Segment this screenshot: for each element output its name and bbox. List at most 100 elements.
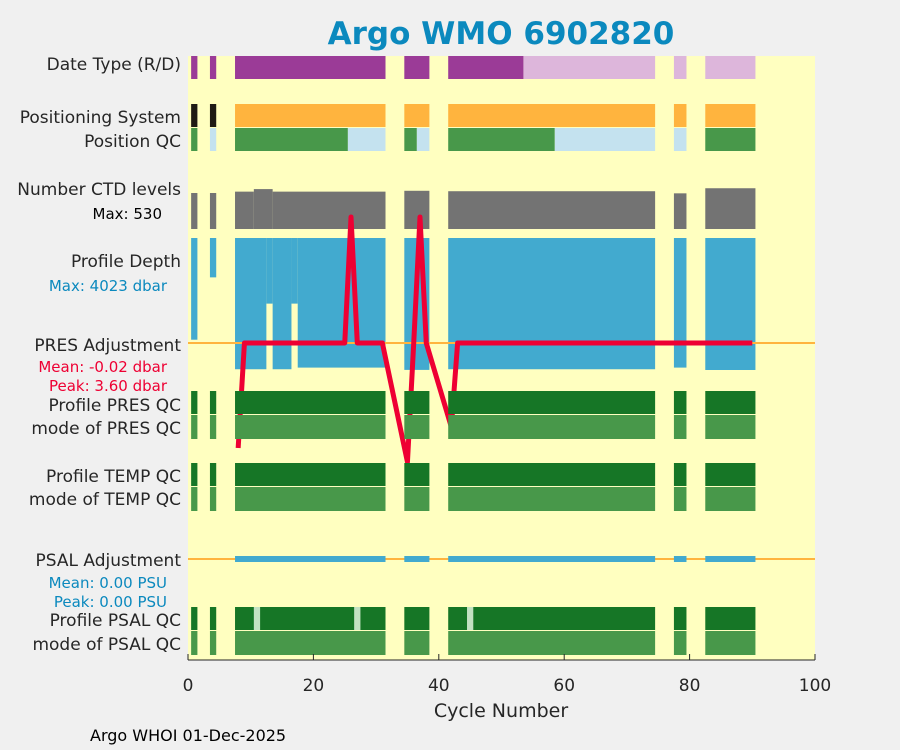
row-label-mode-pres-qc: mode of PRES QC	[31, 419, 181, 439]
x-tick-label: 40	[428, 676, 450, 696]
x-tick-label: 60	[553, 676, 575, 696]
mode-pres-qc-bar	[404, 415, 430, 439]
date-type-bar	[448, 56, 524, 79]
x-tick-label: 0	[183, 676, 194, 696]
position-qc-bar	[554, 128, 656, 151]
mode-pres-qc-bar	[209, 415, 217, 439]
profile-depth-bar	[266, 238, 273, 304]
profile-psal-qc-bar	[235, 607, 386, 630]
position-qc-bar	[191, 128, 198, 151]
row-label-ctd-levels: Number CTD levels	[17, 180, 181, 200]
positioning-system-bar	[209, 104, 217, 127]
profile-temp-qc-bar	[448, 463, 656, 486]
profile-psal-qc-bar	[404, 607, 430, 630]
psal-adjustment-bar	[705, 556, 756, 562]
positioning-system-bar	[235, 104, 386, 127]
footer-text: Argo WHOI 01-Dec-2025	[90, 726, 286, 745]
psal-adjustment-bar	[235, 556, 386, 562]
mode-psal-qc-bar	[209, 631, 217, 655]
psal-adjustment-bar	[673, 556, 687, 562]
position-qc-bar	[448, 128, 555, 151]
profile-psal-qc-bar	[191, 607, 198, 630]
mode-pres-qc-bar	[448, 415, 656, 439]
mode-temp-qc-bar	[448, 487, 656, 511]
position-qc-bar	[347, 128, 386, 151]
mode-temp-qc-bar	[705, 487, 756, 511]
profile-depth-bar	[673, 238, 687, 368]
psal-qc-flag-bar	[253, 607, 261, 630]
mode-pres-qc-bar	[673, 415, 687, 439]
mode-pres-qc-bar	[191, 415, 198, 439]
date-type-bar	[191, 56, 198, 79]
ctd-levels-bar	[404, 190, 430, 229]
position-qc-bar	[404, 128, 417, 151]
annotation-depth-max: Max: 4023 dbar	[49, 277, 168, 295]
mode-psal-qc-bar	[404, 631, 430, 655]
positioning-system-bar	[448, 104, 656, 127]
profile-depth-bar	[297, 238, 386, 368]
position-qc-bar	[235, 128, 348, 151]
mode-psal-qc-bar	[191, 631, 198, 655]
psal-adjustment-bar	[448, 556, 656, 562]
row-label-profile-pres-qc: Profile PRES QC	[48, 396, 181, 416]
chart-title: Argo WMO 6902820	[328, 16, 675, 52]
mode-psal-qc-bar	[448, 631, 656, 655]
profile-pres-qc-bar	[235, 391, 386, 414]
profile-psal-qc-bar	[673, 607, 687, 630]
date-type-bar	[209, 56, 217, 79]
mode-psal-qc-bar	[235, 631, 386, 655]
ctd-levels-bar	[191, 193, 198, 229]
x-axis-label: Cycle Number	[434, 700, 568, 722]
x-tick-label: 80	[679, 676, 701, 696]
row-label-profile-depth: Profile Depth	[71, 252, 181, 272]
position-qc-bar	[209, 128, 217, 151]
mode-temp-qc-bar	[673, 487, 687, 511]
psal-qc-flag-bar	[467, 607, 474, 630]
profile-pres-qc-bar	[705, 391, 756, 414]
mode-temp-qc-bar	[191, 487, 198, 511]
profile-psal-qc-bar	[448, 607, 656, 630]
profile-pres-qc-bar	[404, 391, 430, 414]
positioning-system-bar	[191, 104, 198, 127]
ctd-levels-bar	[272, 191, 386, 229]
row-label-mode-psal-qc: mode of PSAL QC	[32, 635, 181, 655]
profile-temp-qc-bar	[404, 463, 430, 486]
annotation-pres-peak: Peak: 3.60 dbar	[49, 377, 168, 395]
row-label-psal-adjustment: PSAL Adjustment	[36, 551, 182, 571]
position-qc-bar	[673, 128, 687, 151]
ctd-levels-bar	[448, 191, 656, 229]
mode-psal-qc-bar	[705, 631, 756, 655]
x-tick-label: 100	[799, 676, 831, 696]
annotation-pres-mean: Mean: -0.02 dbar	[38, 358, 168, 376]
profile-pres-qc-bar	[209, 391, 217, 414]
plot-area	[188, 56, 815, 660]
positioning-system-bar	[404, 104, 430, 127]
profile-depth-bar	[705, 238, 756, 370]
ctd-levels-bar	[235, 191, 254, 229]
profile-pres-qc-bar	[673, 391, 687, 414]
mode-temp-qc-bar	[404, 487, 430, 511]
date-type-bar	[673, 56, 687, 79]
annotation-psal-peak: Peak: 0.00 PSU	[54, 593, 167, 611]
row-label-date-type: Date Type (R/D)	[47, 55, 181, 75]
annotation-psal-mean: Mean: 0.00 PSU	[49, 574, 167, 592]
pres-adjustment-line	[235, 214, 753, 465]
profile-depth-bar	[448, 238, 656, 370]
profile-temp-qc-bar	[673, 463, 687, 486]
x-tick-label: 20	[303, 676, 325, 696]
annotation-ctd-max: Max: 530	[93, 205, 162, 223]
ctd-levels-bar	[253, 189, 273, 229]
mode-temp-qc-bar	[235, 487, 386, 511]
profile-depth-bar	[235, 238, 267, 370]
ctd-levels-bar	[705, 188, 756, 229]
profile-pres-qc-bar	[191, 391, 198, 414]
profile-temp-qc-bar	[191, 463, 198, 486]
profile-depth-bar	[272, 238, 292, 370]
profile-depth-bar	[209, 238, 217, 278]
x-axis: 0 20 40 60 80 100	[183, 654, 831, 696]
date-type-bar	[705, 56, 756, 79]
position-qc-bar	[705, 128, 756, 151]
row-label-mode-temp-qc: mode of TEMP QC	[29, 490, 181, 510]
mode-psal-qc-bar	[673, 631, 687, 655]
